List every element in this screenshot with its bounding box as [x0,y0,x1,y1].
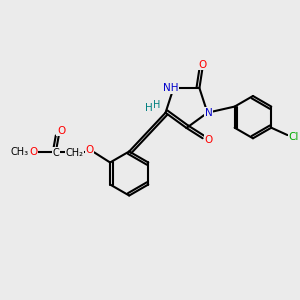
Text: O: O [204,135,213,145]
Text: CH₂: CH₂ [66,148,84,158]
Text: H: H [145,103,153,113]
Text: CH₃: CH₃ [11,147,29,157]
Text: C: C [52,148,59,158]
Text: O: O [30,147,38,157]
Text: H: H [153,100,160,110]
Text: O: O [198,60,206,70]
Text: O: O [57,126,65,136]
Text: NH: NH [164,83,179,93]
Text: O: O [85,145,94,155]
Text: Cl: Cl [289,132,299,142]
Text: N: N [205,108,213,118]
